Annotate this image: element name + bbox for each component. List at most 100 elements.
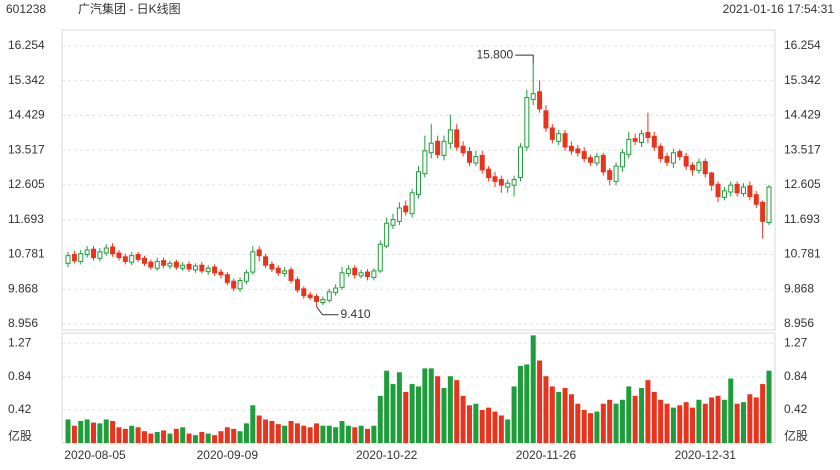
volume-bar (365, 428, 371, 443)
candle-body (422, 150, 428, 175)
candle-body (677, 151, 683, 158)
candle-body (243, 272, 249, 282)
candle-body (498, 178, 504, 186)
min-label: 9.410 (341, 307, 371, 321)
volume-bar (651, 391, 657, 443)
volume-bar (161, 430, 167, 443)
volume-bar (103, 419, 109, 443)
candle-body (212, 266, 218, 274)
candle-body (575, 148, 581, 154)
volume-bar (180, 427, 186, 443)
volume-bar (690, 407, 696, 443)
price-panel (61, 29, 776, 331)
volume-bar (199, 432, 205, 443)
candle-body (199, 264, 205, 272)
volume-bar (460, 395, 466, 443)
volume-bar (728, 378, 734, 443)
candle-body (161, 260, 167, 266)
candle-body (709, 172, 715, 186)
volume-bar (84, 419, 90, 443)
volume-bar (409, 384, 415, 443)
candle-body (256, 249, 262, 257)
candle-body (390, 218, 396, 226)
candle-body (492, 176, 498, 182)
candle-body (173, 261, 179, 268)
candle-body (435, 140, 441, 156)
volume-bar (269, 421, 275, 443)
candle-body (524, 96, 530, 148)
volume-bar (473, 403, 479, 443)
volume-bar (186, 433, 192, 443)
volume-bar (250, 405, 256, 443)
candle-body (581, 151, 587, 159)
volume-bar (454, 380, 460, 443)
candle-body (766, 186, 772, 224)
volume-bar (78, 421, 84, 443)
candle-body (670, 152, 676, 164)
candle-body (721, 190, 727, 198)
volume-bar (256, 415, 262, 443)
volume-bar (282, 425, 288, 443)
volume-bar (498, 415, 504, 443)
volume-bar (766, 370, 772, 443)
volume-bar (715, 395, 721, 443)
y-tick-label: 13.517 (8, 142, 45, 156)
volume-bar (314, 423, 320, 443)
candle-body (396, 207, 402, 222)
volume-bar (288, 421, 294, 443)
candle-body (639, 133, 645, 143)
volume-bar (645, 380, 651, 443)
volume-bar (148, 433, 154, 443)
volume-bar (479, 410, 485, 443)
volume-tick-label: 0.84 (784, 369, 808, 383)
volume-bar (384, 370, 390, 443)
candle-body (307, 294, 313, 299)
candle-body (728, 184, 734, 193)
candle-body (65, 255, 71, 264)
volume-bar (613, 403, 619, 443)
volume-bar (721, 399, 727, 443)
volume-bar (307, 427, 313, 443)
volume-bar (352, 427, 358, 443)
volume-tick-label: 0.42 (784, 402, 808, 416)
candle-body (116, 252, 122, 259)
volume-bar (377, 395, 383, 443)
volume-bar (333, 427, 339, 443)
volume-bar (135, 427, 141, 443)
x-tick-label: 2020-09-09 (197, 448, 259, 462)
candle-body (339, 272, 345, 288)
x-tick-label: 2020-08-05 (64, 448, 126, 462)
volume-bar (224, 427, 230, 443)
candle-body (103, 247, 109, 254)
y-tick-label: 14.429 (8, 108, 45, 122)
candle-body (416, 171, 421, 196)
volume-bar (607, 399, 613, 443)
candle-body (537, 91, 543, 110)
candle-body (715, 183, 721, 198)
y-tick-label: 9.868 (8, 281, 38, 295)
volume-bar (97, 423, 103, 443)
volume-bar (537, 360, 543, 443)
volume-bar (734, 403, 740, 443)
volume-unit: 亿股 (784, 428, 808, 443)
volume-unit: 亿股 (8, 428, 32, 443)
volume-bar (632, 395, 638, 443)
candle-body (326, 291, 332, 301)
candle-body (747, 185, 753, 198)
candle-body (237, 279, 243, 290)
candle-body (71, 254, 77, 262)
candle-body (409, 192, 415, 215)
volume-bar (65, 419, 71, 443)
volume-bar (167, 433, 173, 443)
candle-body (314, 295, 320, 302)
candle-body (275, 267, 281, 274)
volume-tick-label: 1.27 (8, 335, 32, 349)
candle-body (543, 110, 549, 129)
y-tick-label: 16.254 (784, 38, 821, 52)
candle-body (664, 156, 670, 163)
volume-bar (677, 405, 683, 443)
y-tick-label: 16.254 (8, 38, 45, 52)
volume-bar (263, 419, 269, 443)
volume-bar (486, 407, 492, 443)
y-tick-label: 15.342 (784, 73, 821, 87)
